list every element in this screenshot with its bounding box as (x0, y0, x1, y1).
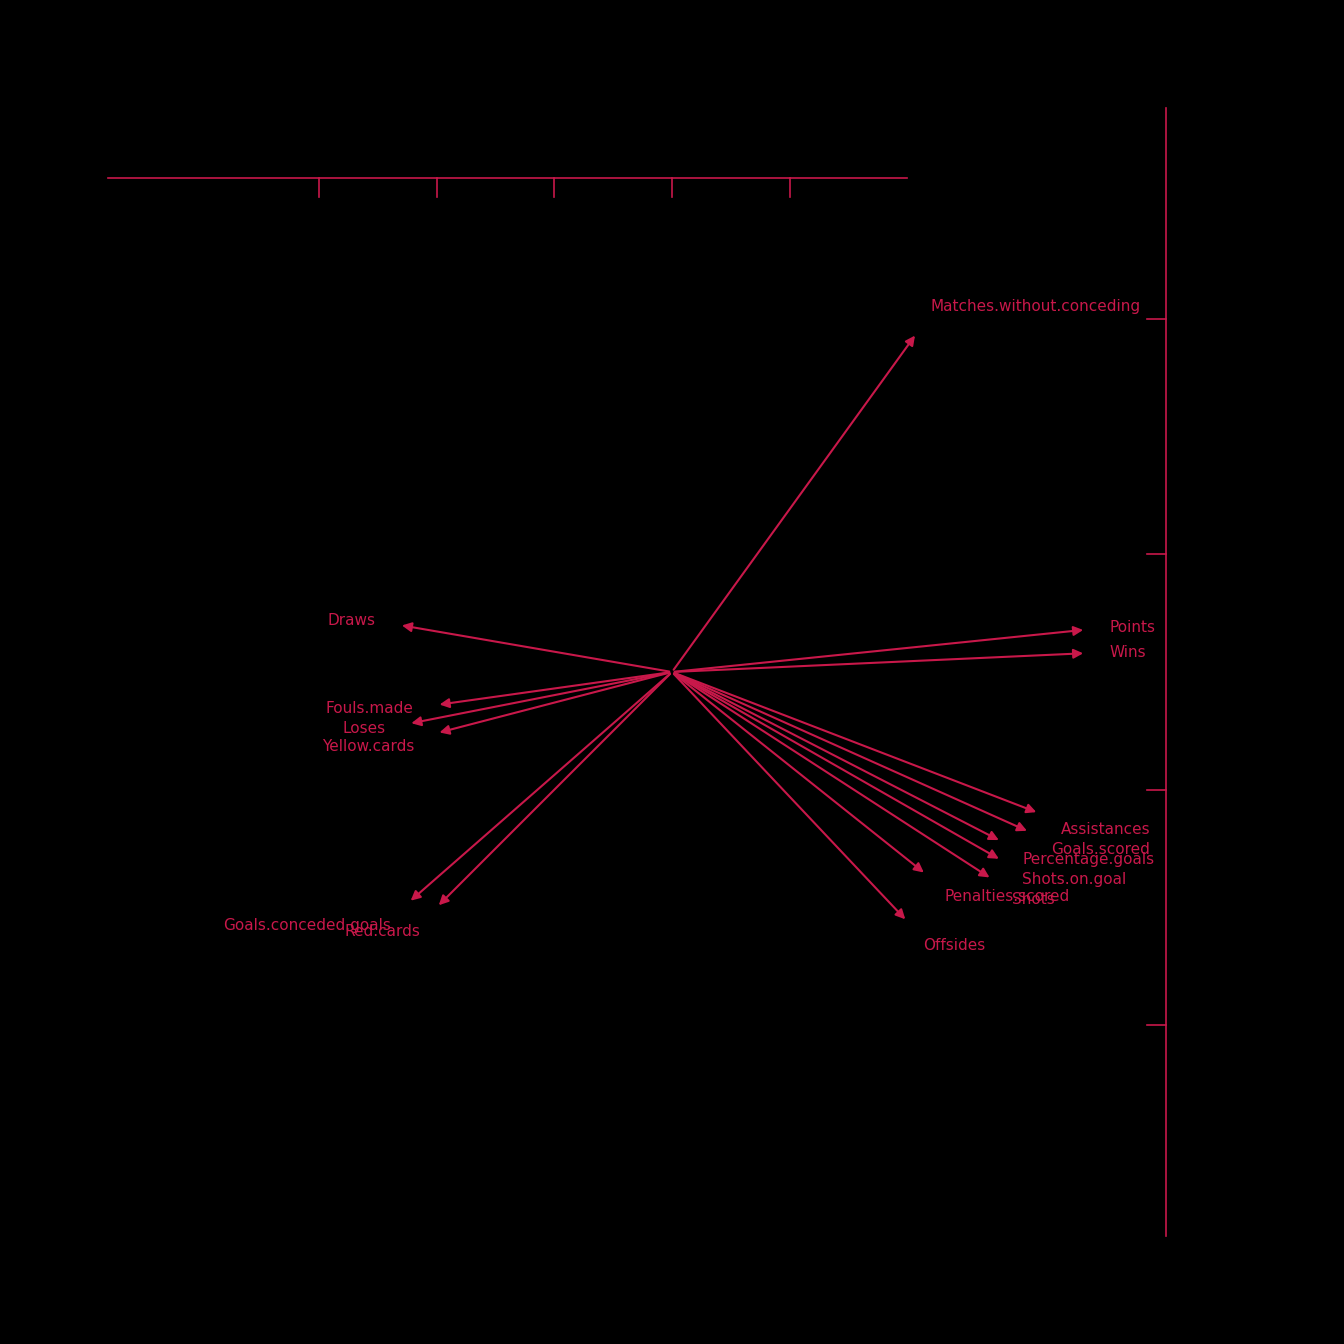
Text: Draws: Draws (328, 613, 376, 629)
Text: Points: Points (1109, 620, 1156, 634)
Text: Offsides: Offsides (923, 938, 985, 953)
Text: Loses: Loses (343, 720, 386, 735)
Text: Yellow.cards: Yellow.cards (321, 739, 414, 754)
Text: Wins: Wins (1109, 645, 1146, 660)
Text: Matches.without.conceding: Matches.without.conceding (930, 300, 1141, 314)
Text: Penalties.scored: Penalties.scored (945, 888, 1070, 905)
Text: Shots.on.goal: Shots.on.goal (1021, 872, 1126, 887)
Text: Red.cards: Red.cards (344, 923, 421, 939)
Text: Shots: Shots (1012, 892, 1055, 907)
Text: Goals.conceded.goals: Goals.conceded.goals (223, 918, 391, 933)
Text: Assistances: Assistances (1060, 821, 1150, 836)
Text: Percentage.goals: Percentage.goals (1023, 852, 1154, 867)
Text: Fouls.made: Fouls.made (325, 700, 414, 716)
Text: Goals.scored: Goals.scored (1051, 841, 1150, 856)
